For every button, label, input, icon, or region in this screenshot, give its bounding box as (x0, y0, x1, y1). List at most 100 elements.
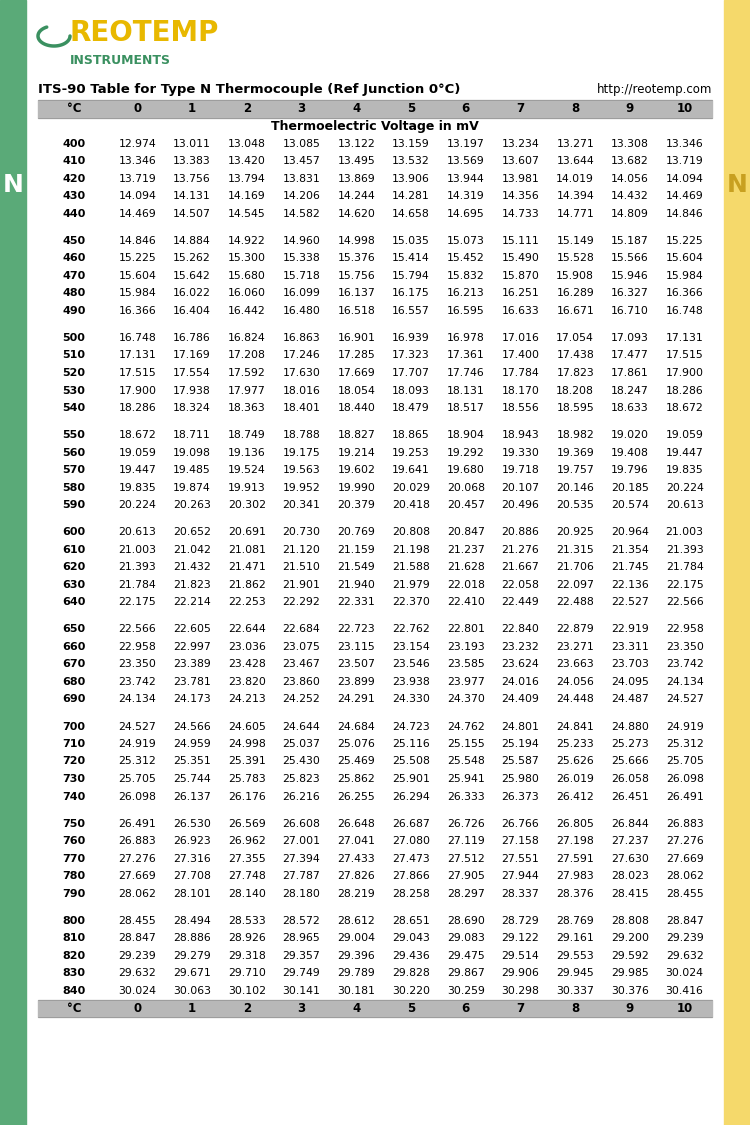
Text: 24.644: 24.644 (283, 721, 320, 731)
Text: 29.279: 29.279 (173, 951, 211, 961)
Text: 16.671: 16.671 (556, 306, 594, 316)
Text: 29.592: 29.592 (611, 951, 649, 961)
Text: 20.457: 20.457 (447, 501, 485, 510)
Text: 26.766: 26.766 (502, 819, 539, 829)
Text: 20.224: 20.224 (666, 483, 704, 493)
Text: 30.024: 30.024 (118, 986, 156, 996)
Text: 22.331: 22.331 (338, 597, 375, 608)
Text: 18.904: 18.904 (447, 430, 485, 440)
Text: 13.981: 13.981 (502, 173, 539, 183)
Text: 29.239: 29.239 (666, 934, 704, 943)
Text: 14.206: 14.206 (283, 191, 320, 201)
Text: 17.592: 17.592 (228, 368, 266, 378)
Text: 660: 660 (62, 642, 86, 651)
Text: 16.748: 16.748 (666, 306, 704, 316)
Text: 14.056: 14.056 (611, 173, 649, 183)
Text: 20.185: 20.185 (611, 483, 649, 493)
Text: 23.350: 23.350 (118, 659, 156, 669)
Text: 18.827: 18.827 (338, 430, 375, 440)
Text: 16.366: 16.366 (666, 288, 704, 298)
Text: 18.170: 18.170 (502, 386, 539, 396)
Text: 19.447: 19.447 (118, 465, 156, 475)
Text: 13.197: 13.197 (447, 138, 485, 148)
Text: 23.860: 23.860 (283, 677, 320, 687)
Text: 29.632: 29.632 (118, 969, 156, 979)
Text: 27.983: 27.983 (556, 871, 594, 881)
Text: 25.312: 25.312 (666, 739, 704, 749)
Text: 18.633: 18.633 (611, 403, 649, 413)
Text: 630: 630 (62, 579, 86, 590)
Text: 14.582: 14.582 (283, 209, 320, 218)
Text: 6: 6 (461, 1001, 470, 1015)
Text: 4: 4 (352, 1001, 361, 1015)
Text: 19.214: 19.214 (338, 448, 375, 458)
Text: 410: 410 (62, 156, 86, 166)
Text: 19.020: 19.020 (611, 430, 649, 440)
Text: 22.801: 22.801 (447, 624, 485, 634)
Text: 23.507: 23.507 (338, 659, 375, 669)
Text: 15.452: 15.452 (447, 253, 485, 263)
Text: 15.338: 15.338 (283, 253, 320, 263)
Text: 20.925: 20.925 (556, 528, 594, 538)
Text: 29.906: 29.906 (502, 969, 539, 979)
Text: 480: 480 (62, 288, 86, 298)
Text: 26.883: 26.883 (118, 836, 156, 846)
Text: 760: 760 (62, 836, 86, 846)
Text: 27.591: 27.591 (556, 854, 594, 864)
Text: 29.671: 29.671 (173, 969, 211, 979)
Text: 28.180: 28.180 (283, 889, 320, 899)
Text: 18.556: 18.556 (502, 403, 539, 413)
Text: 840: 840 (62, 986, 86, 996)
Text: 14.545: 14.545 (228, 209, 266, 218)
Text: 17.285: 17.285 (338, 351, 375, 360)
Text: 1: 1 (188, 1001, 196, 1015)
Text: 29.239: 29.239 (118, 951, 156, 961)
Text: 19.136: 19.136 (228, 448, 266, 458)
Text: 15.376: 15.376 (338, 253, 375, 263)
Text: 13.869: 13.869 (338, 173, 375, 183)
Text: 16.863: 16.863 (283, 333, 320, 343)
Text: 420: 420 (62, 173, 86, 183)
Text: 18.788: 18.788 (283, 430, 320, 440)
Text: 29.357: 29.357 (283, 951, 320, 961)
Text: 22.175: 22.175 (666, 579, 704, 590)
Text: 580: 580 (62, 483, 86, 493)
Text: 20.418: 20.418 (392, 501, 430, 510)
Text: 13.719: 13.719 (118, 173, 156, 183)
Text: 24.291: 24.291 (338, 694, 375, 704)
Text: 24.134: 24.134 (666, 677, 704, 687)
Text: 21.471: 21.471 (228, 562, 266, 573)
Text: 13.944: 13.944 (447, 173, 485, 183)
Text: 24.566: 24.566 (173, 721, 211, 731)
Text: 21.003: 21.003 (118, 544, 156, 555)
Text: 29.122: 29.122 (502, 934, 539, 943)
Text: 29.043: 29.043 (392, 934, 430, 943)
Text: 23.977: 23.977 (447, 677, 485, 687)
Text: 560: 560 (62, 448, 86, 458)
Text: 25.783: 25.783 (228, 774, 266, 784)
Text: 24.527: 24.527 (118, 721, 156, 731)
Text: 24.056: 24.056 (556, 677, 594, 687)
Text: 19.718: 19.718 (502, 465, 539, 475)
Text: 18.865: 18.865 (392, 430, 430, 440)
Text: 16.901: 16.901 (338, 333, 375, 343)
Text: 19.835: 19.835 (118, 483, 156, 493)
Text: 14.281: 14.281 (392, 191, 430, 201)
Text: 28.965: 28.965 (283, 934, 320, 943)
Text: 14.469: 14.469 (666, 191, 704, 201)
Text: 29.749: 29.749 (283, 969, 320, 979)
Text: 20.224: 20.224 (118, 501, 156, 510)
Text: 18.479: 18.479 (392, 403, 430, 413)
Text: 21.940: 21.940 (338, 579, 375, 590)
Text: 14.846: 14.846 (666, 209, 704, 218)
Text: 26.687: 26.687 (392, 819, 430, 829)
Text: 28.926: 28.926 (228, 934, 266, 943)
Text: 27.158: 27.158 (502, 836, 539, 846)
Text: 15.984: 15.984 (666, 271, 704, 281)
Text: 16.099: 16.099 (283, 288, 320, 298)
Text: 21.315: 21.315 (556, 544, 594, 555)
Text: 16.978: 16.978 (447, 333, 485, 343)
Text: 17.093: 17.093 (611, 333, 649, 343)
Text: 670: 670 (62, 659, 86, 669)
Text: 600: 600 (62, 528, 86, 538)
